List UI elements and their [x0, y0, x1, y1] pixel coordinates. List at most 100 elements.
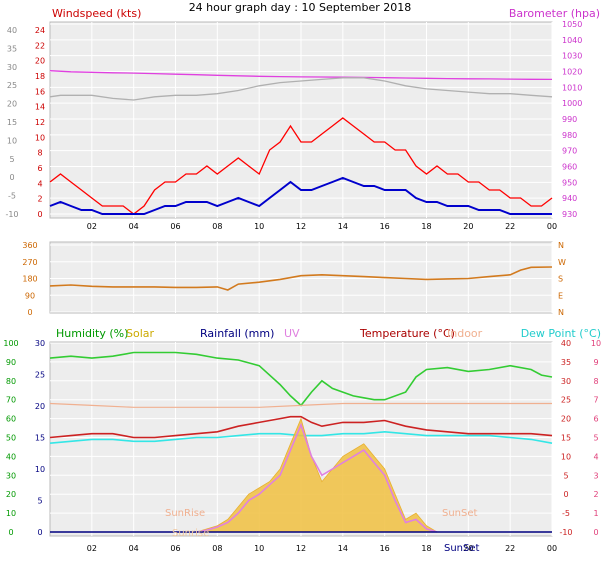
cli-x-tick-20: 20	[463, 544, 473, 553]
dir-right-tick-2: S	[558, 275, 563, 284]
temp-tick-1: 35	[561, 358, 571, 367]
wind-far-left-tick-1: 35	[7, 44, 17, 53]
humidity-tick-7: 30	[6, 471, 16, 480]
wind-x-tick-08: 08	[212, 222, 222, 231]
cli-x-tick-06: 06	[170, 544, 180, 553]
series-solar	[196, 417, 439, 533]
dir-left-tick-3: 90	[25, 291, 35, 300]
baro-right-tick-3: 1020	[562, 68, 582, 77]
humidity-tick-0: 100	[3, 339, 18, 348]
temp-tick-5: 15	[561, 434, 571, 443]
series-barometer	[49, 70, 553, 81]
humidity-tick-2: 80	[6, 377, 16, 386]
temp-tick-6: 10	[561, 452, 571, 461]
baro-right-tick-1: 1040	[562, 36, 582, 45]
baro-right-tick-10: 950	[562, 178, 577, 187]
rain-tick-1: 25	[35, 371, 45, 380]
cli-x-tick-02: 02	[87, 544, 97, 553]
sunrise-annotation: SunRise	[165, 508, 205, 519]
wind-left-tick-10: 4	[37, 179, 42, 188]
chart-title: 24 hour graph day : 10 September 2018	[189, 1, 412, 14]
series-direction	[49, 266, 553, 291]
humidity-tick-3: 70	[6, 396, 16, 405]
baro-right-tick-8: 970	[562, 147, 577, 156]
rain-tick-6: 0	[37, 528, 42, 537]
baro-right-tick-9: 960	[562, 163, 577, 172]
uv-tick-6: 4	[593, 452, 598, 461]
cli-x-tick-08: 08	[212, 544, 222, 553]
uv-tick-2: 8	[593, 377, 598, 386]
uv-label: UV	[284, 327, 300, 340]
wind-far-left-tick-2: 30	[7, 63, 17, 72]
baro-right-tick-11: 940	[562, 194, 577, 203]
rain-tick-2: 20	[35, 402, 45, 411]
uv-tick-5: 5	[593, 434, 598, 443]
uv-tick-10: 0	[593, 528, 598, 537]
wind-far-left-tick-8: 0	[9, 173, 14, 182]
cli-x-tick-22: 22	[505, 544, 515, 553]
uv-tick-4: 6	[593, 415, 598, 424]
sunrise-annotation-faded: Sunrise	[172, 528, 209, 539]
wind-far-left-tick-0: 40	[7, 26, 17, 35]
sunset-annotation-bottom: SunSet	[444, 543, 480, 554]
humidity-tick-9: 10	[6, 509, 16, 518]
wind-left-tick-9: 6	[37, 164, 42, 173]
uv-tick-7: 3	[593, 471, 598, 480]
temp-tick-9: -5	[562, 509, 570, 518]
humidity-tick-4: 60	[6, 415, 16, 424]
temperature-label: Temperature (°C)	[359, 327, 455, 340]
wind-left-tick-8: 8	[37, 149, 42, 158]
series-temperature	[49, 415, 553, 439]
uv-tick-8: 2	[593, 490, 598, 499]
wind-x-tick-06: 06	[170, 222, 180, 231]
wind-x-tick-10: 10	[254, 222, 264, 231]
baro-right-tick-7: 980	[562, 131, 577, 140]
dewpoint-label: Dew Point (°C)	[521, 327, 601, 340]
wind-left-tick-3: 18	[35, 72, 45, 81]
rain-tick-5: 5	[37, 497, 42, 506]
wind-far-left-tick-5: 15	[7, 118, 17, 127]
rain-tick-3: 15	[35, 434, 45, 443]
wind-x-tick-00: 00	[547, 222, 557, 231]
wind-x-tick-22: 22	[505, 222, 515, 231]
humidity-tick-8: 20	[6, 490, 16, 499]
baro-right-tick-2: 1030	[562, 52, 582, 61]
wind-left-tick-12: 0	[37, 210, 42, 219]
dir-left-tick-4: 0	[27, 308, 32, 317]
wind-x-tick-16: 16	[380, 222, 390, 231]
temp-tick-4: 20	[561, 415, 571, 424]
humidity-label: Humidity (%)	[56, 327, 128, 340]
indoor-label: Indoor	[447, 327, 483, 340]
dir-right-tick-0: N	[558, 241, 564, 250]
wind-far-left-tick-3: 25	[7, 81, 17, 90]
baro-right-tick-12: 930	[562, 210, 577, 219]
wind-left-tick-6: 12	[35, 118, 45, 127]
rain-tick-0: 30	[35, 339, 45, 348]
dir-right-tick-1: W	[558, 258, 566, 267]
uv-tick-1: 9	[593, 358, 598, 367]
cli-x-tick-10: 10	[254, 544, 264, 553]
uv-tick-9: 1	[593, 509, 598, 518]
wind-far-left-tick-7: 5	[9, 155, 14, 164]
temp-tick-8: 0	[563, 490, 568, 499]
wind-left-tick-11: 2	[37, 195, 42, 204]
series-humidity	[49, 351, 553, 407]
uv-tick-3: 7	[593, 396, 598, 405]
wind-x-tick-18: 18	[421, 222, 431, 231]
windspeed-label: Windspeed (kts)	[52, 7, 141, 20]
dir-left-tick-0: 360	[22, 241, 37, 250]
series-uv	[196, 422, 438, 533]
series-gust_gray	[49, 77, 553, 101]
wind-left-tick-1: 22	[35, 41, 45, 50]
cli-x-tick-00: 00	[547, 544, 557, 553]
wind-x-tick-02: 02	[87, 222, 97, 231]
baro-right-tick-6: 990	[562, 115, 577, 124]
wind-far-left-tick-6: 10	[7, 136, 17, 145]
dir-right-tick-3: E	[558, 291, 563, 300]
dir-left-tick-2: 180	[22, 275, 37, 284]
cli-x-tick-12: 12	[296, 544, 306, 553]
wind-x-tick-14: 14	[338, 222, 348, 231]
cli-x-tick-18: 18	[421, 544, 431, 553]
temp-tick-0: 40	[561, 339, 571, 348]
